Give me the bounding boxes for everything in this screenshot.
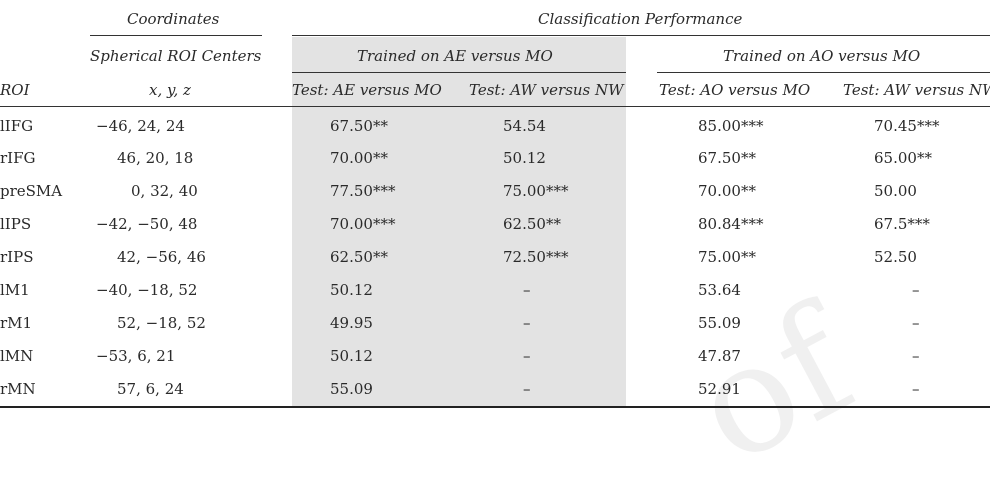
row-roi: lM1 [0, 281, 30, 299]
rule-header-bottom [0, 106, 990, 107]
rule-coordinates [90, 35, 262, 36]
row-test-ae-mo: 55.09 [330, 380, 373, 398]
row-roi: lMN [0, 347, 34, 365]
header-coordinates: Coordinates [127, 10, 220, 28]
row-test-aw-nw-1: – [523, 347, 531, 365]
row-roi: rM1 [0, 314, 33, 332]
row-test-aw-nw-1: 75.00*** [503, 182, 569, 200]
row-roi: lIPS [0, 215, 32, 233]
row-roi: lIFG [0, 117, 34, 135]
row-roi: rIPS [0, 248, 34, 266]
header-trained-ao-mo: Trained on AO versus MO [723, 47, 921, 65]
row-xyz: 0, 32, 40 [131, 182, 198, 200]
row-test-aw-nw-2: – [912, 281, 920, 299]
row-xyz: −40, −18, 52 [96, 281, 198, 299]
header-spherical-roi-centers: Spherical ROI Centers [90, 47, 262, 65]
row-test-ae-mo: 62.50** [330, 248, 388, 266]
col-header-test-ao-mo: Test: AO versus MO [659, 81, 811, 99]
col-header-test-aw-nw-2: Test: AW versus NW [843, 81, 990, 99]
row-xyz: 57, 6, 24 [117, 380, 184, 398]
row-xyz: 52, −18, 52 [117, 314, 206, 332]
rule-trained-ae-mo [292, 72, 626, 73]
row-test-ao-mo: 55.09 [698, 314, 741, 332]
row-test-ao-mo: 80.84*** [698, 215, 764, 233]
row-test-aw-nw-1: – [523, 314, 531, 332]
row-test-aw-nw-1: – [523, 380, 531, 398]
row-test-ao-mo: 53.64 [698, 281, 741, 299]
row-test-ao-mo: 47.87 [698, 347, 741, 365]
row-test-aw-nw-2: 70.45*** [874, 117, 940, 135]
row-test-ao-mo: 85.00*** [698, 117, 764, 135]
row-roi: preSMA [0, 182, 63, 200]
row-test-aw-nw-1: 72.50*** [503, 248, 569, 266]
header-classification-performance: Classification Performance [538, 10, 743, 28]
row-test-ao-mo: 70.00** [698, 182, 756, 200]
row-test-aw-nw-2: – [912, 314, 920, 332]
row-xyz: 42, −56, 46 [117, 248, 206, 266]
col-header-xyz: x, y, z [149, 81, 191, 99]
row-xyz: −42, −50, 48 [96, 215, 198, 233]
row-roi: rMN [0, 380, 36, 398]
rule-table-bottom [0, 406, 990, 408]
col-header-roi: ROI [0, 81, 30, 99]
row-test-ae-mo: 70.00** [330, 149, 388, 167]
row-test-aw-nw-2: 50.00 [874, 182, 917, 200]
row-test-aw-nw-1: 62.50** [503, 215, 561, 233]
training-ae-mo-shading [292, 37, 626, 407]
row-test-aw-nw-1: 54.54 [503, 117, 546, 135]
row-test-ae-mo: 49.95 [330, 314, 373, 332]
header-trained-ae-mo: Trained on AE versus MO [357, 47, 553, 65]
row-test-ae-mo: 77.50*** [330, 182, 396, 200]
row-test-ao-mo: 67.50** [698, 149, 756, 167]
rule-classification [292, 35, 990, 36]
row-test-aw-nw-2: 65.00** [874, 149, 932, 167]
rule-trained-ao-mo [657, 72, 990, 73]
row-test-aw-nw-2: – [912, 380, 920, 398]
row-test-aw-nw-2: – [912, 347, 920, 365]
row-test-ao-mo: 52.91 [698, 380, 741, 398]
row-test-ae-mo: 50.12 [330, 281, 373, 299]
col-header-test-ae-mo: Test: AE versus MO [292, 81, 442, 99]
row-roi: rIFG [0, 149, 36, 167]
row-xyz: 46, 20, 18 [117, 149, 194, 167]
row-xyz: −53, 6, 21 [96, 347, 176, 365]
row-test-aw-nw-1: 50.12 [503, 149, 546, 167]
col-header-test-aw-nw-1: Test: AW versus NW [469, 81, 624, 99]
row-xyz: −46, 24, 24 [96, 117, 185, 135]
row-test-ae-mo: 67.50** [330, 117, 388, 135]
row-test-ao-mo: 75.00** [698, 248, 756, 266]
row-test-aw-nw-2: 67.5*** [874, 215, 930, 233]
row-test-ae-mo: 50.12 [330, 347, 373, 365]
row-test-aw-nw-1: – [523, 281, 531, 299]
row-test-aw-nw-2: 52.50 [874, 248, 917, 266]
row-test-ae-mo: 70.00*** [330, 215, 396, 233]
